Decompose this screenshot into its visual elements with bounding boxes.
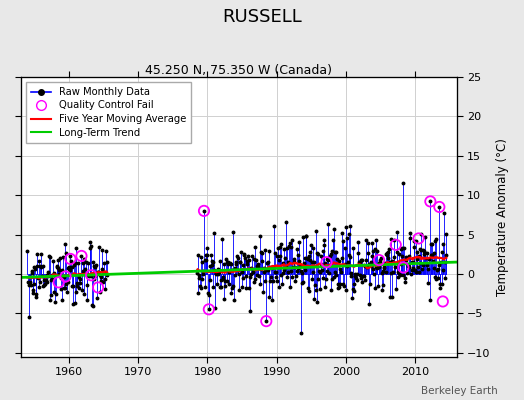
Point: [435, 204, 443, 210]
Legend: Raw Monthly Data, Quality Control Fail, Five Year Moving Average, Long-Term Tren: Raw Monthly Data, Quality Control Fail, …: [26, 82, 191, 142]
Point: [262, 318, 270, 324]
Y-axis label: Temperature Anomaly (°C): Temperature Anomaly (°C): [496, 138, 509, 296]
Point: [391, 242, 400, 248]
Point: [54, 279, 63, 286]
Point: [399, 264, 408, 271]
Text: Berkeley Earth: Berkeley Earth: [421, 386, 498, 396]
Point: [322, 259, 331, 265]
Point: [87, 272, 95, 278]
Point: [375, 257, 384, 263]
Point: [94, 284, 102, 291]
Point: [61, 273, 70, 280]
Point: [414, 235, 423, 242]
Point: [77, 253, 85, 259]
Point: [205, 306, 213, 312]
Point: [426, 198, 434, 205]
Point: [66, 256, 74, 262]
Point: [439, 298, 447, 305]
Point: [200, 208, 208, 214]
Title: 45.250 N, 75.350 W (Canada): 45.250 N, 75.350 W (Canada): [145, 64, 332, 77]
Text: RUSSELL: RUSSELL: [222, 8, 302, 26]
